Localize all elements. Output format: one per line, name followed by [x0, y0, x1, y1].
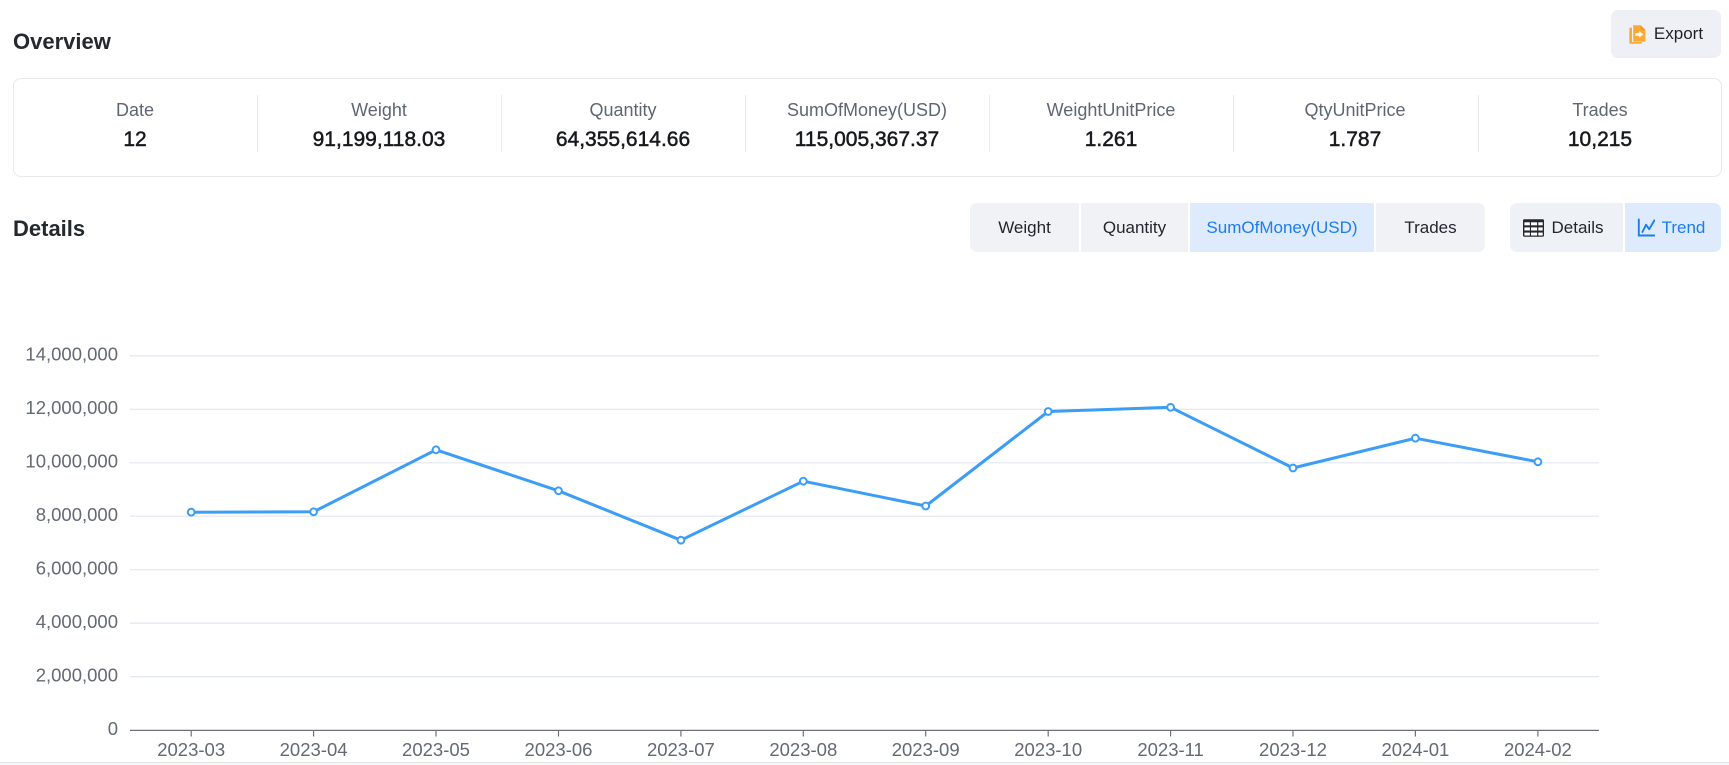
svg-text:4,000,000: 4,000,000: [36, 611, 118, 632]
svg-text:2023-12: 2023-12: [1259, 739, 1327, 760]
svg-text:2023-08: 2023-08: [769, 739, 837, 760]
svg-text:2023-06: 2023-06: [525, 739, 593, 760]
svg-text:8,000,000: 8,000,000: [36, 504, 118, 525]
svg-text:0: 0: [108, 718, 118, 739]
svg-text:2023-03: 2023-03: [157, 739, 225, 760]
svg-text:2024-02: 2024-02: [1504, 739, 1572, 760]
svg-text:2023-09: 2023-09: [892, 739, 960, 760]
svg-text:2,000,000: 2,000,000: [36, 664, 118, 685]
svg-text:2023-05: 2023-05: [402, 739, 470, 760]
svg-text:10,000,000: 10,000,000: [25, 451, 118, 472]
svg-text:2024-01: 2024-01: [1381, 739, 1449, 760]
svg-text:2023-04: 2023-04: [280, 739, 348, 760]
svg-text:6,000,000: 6,000,000: [36, 558, 118, 579]
svg-text:14,000,000: 14,000,000: [25, 344, 118, 365]
svg-text:2023-11: 2023-11: [1137, 739, 1204, 760]
svg-text:2023-07: 2023-07: [647, 739, 715, 760]
svg-text:2023-10: 2023-10: [1014, 739, 1082, 760]
svg-text:12,000,000: 12,000,000: [25, 397, 118, 418]
